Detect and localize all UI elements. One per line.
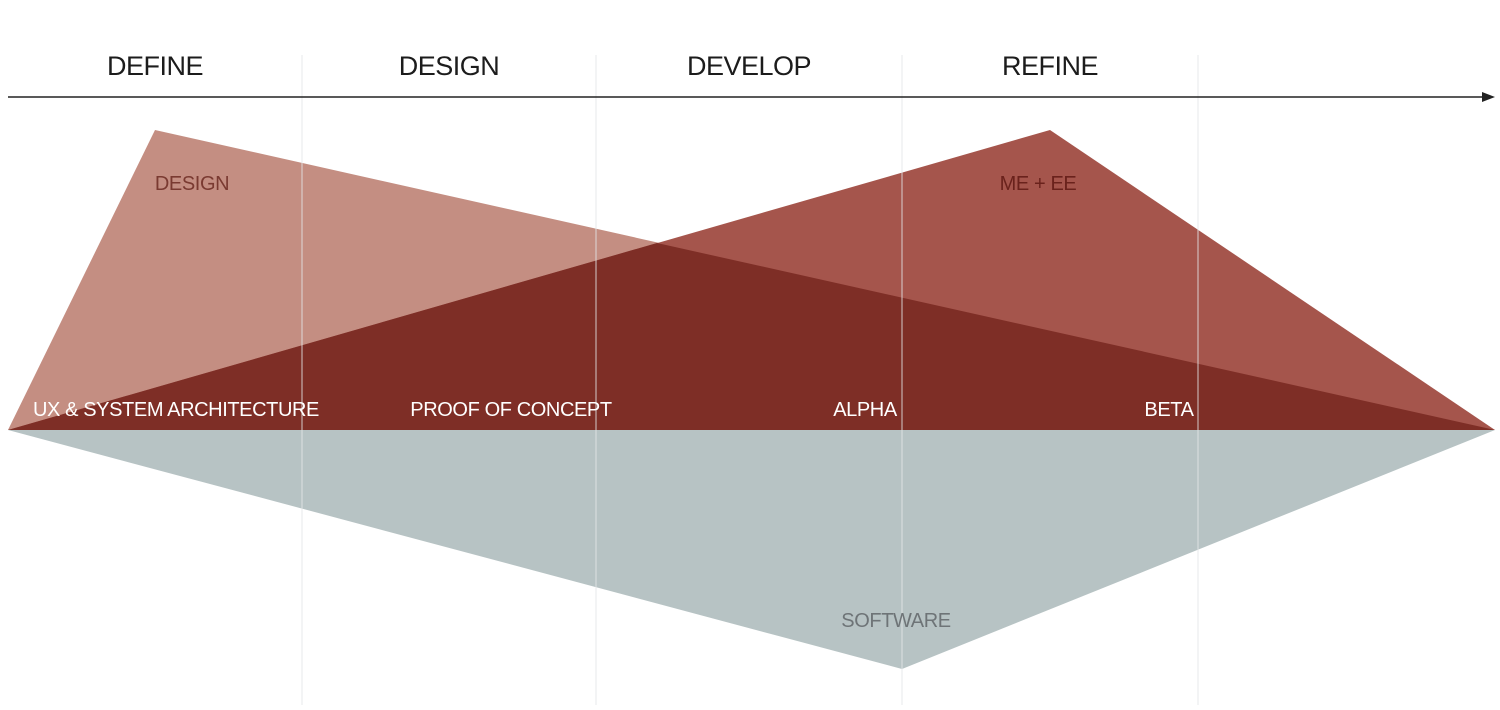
stage-label-alpha: ALPHA <box>833 399 898 421</box>
phase-gridlines <box>301 55 1199 705</box>
phase-label-define: DEFINE <box>107 51 203 81</box>
phase-label-develop: DEVELOP <box>687 51 811 81</box>
overlap-region <box>8 243 1495 430</box>
software-region-label: SOFTWARE <box>841 610 950 632</box>
stage-label-beta: BETA <box>1144 399 1194 421</box>
phase-label-refine: REFINE <box>1002 51 1098 81</box>
design-region-label: DESIGN <box>155 173 229 195</box>
phase-label-design: DESIGN <box>399 51 500 81</box>
me-ee-region-label: ME + EE <box>1000 173 1077 195</box>
software-region <box>8 430 1495 669</box>
timeline-arrowhead-icon <box>1482 92 1495 102</box>
stage-label-proof-of-concept: PROOF OF CONCEPT <box>410 399 612 421</box>
stage-label-ux-system-architecture: UX & SYSTEM ARCHITECTURE <box>33 399 319 421</box>
